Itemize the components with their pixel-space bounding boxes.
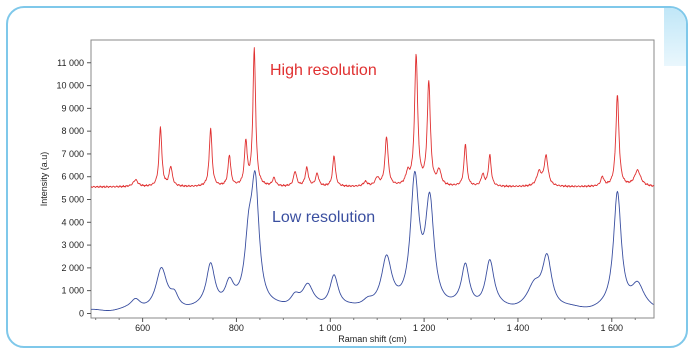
y-tick-label: 1 000 bbox=[61, 286, 84, 296]
y-tick-label: 4 000 bbox=[61, 217, 84, 227]
x-tick-label: 800 bbox=[229, 323, 244, 333]
x-tick-label: 1 600 bbox=[601, 323, 624, 333]
x-tick-label: 1 200 bbox=[413, 323, 436, 333]
y-tick-label: 10 000 bbox=[56, 81, 84, 91]
y-tick-label: 5 000 bbox=[61, 195, 84, 205]
series-lines bbox=[90, 47, 655, 311]
y-axis-title: Intensity (a.u) bbox=[39, 152, 49, 207]
chart-frame: 600 800 1 000 1 200 1 400 1 600 0 1 000 2 000 3 … bbox=[6, 6, 688, 348]
y-tick-label: 11 000 bbox=[57, 58, 84, 68]
y-tick-label: 0 bbox=[79, 308, 84, 318]
x-tick-label: 600 bbox=[135, 323, 150, 333]
x-axis: 600 800 1 000 1 200 1 400 1 600 bbox=[95, 318, 636, 333]
y-tick-label: 7 000 bbox=[61, 149, 84, 159]
raman-chart: 600 800 1 000 1 200 1 400 1 600 0 1 000 2 000 3 … bbox=[39, 39, 655, 344]
y-tick-label: 9 000 bbox=[61, 103, 84, 113]
series-line-low-resolution bbox=[91, 170, 654, 311]
y-axis: 0 1 000 2 000 3 000 4 000 5 000 6 000 7 000 8 00… bbox=[56, 58, 91, 318]
y-tick-label: 2 000 bbox=[61, 263, 84, 273]
y-tick-label: 3 000 bbox=[61, 240, 84, 250]
series-line-high-resolution bbox=[90, 47, 655, 189]
y-tick-label: 8 000 bbox=[61, 126, 84, 136]
series-label-low-resolution: Low resolution bbox=[272, 209, 375, 226]
series-label-high-resolution: High resolution bbox=[270, 62, 377, 79]
x-tick-label: 1 400 bbox=[507, 323, 530, 333]
x-axis-title: Raman shift (cm) bbox=[338, 334, 407, 344]
y-tick-label: 6 000 bbox=[61, 172, 84, 182]
frame-corner-decoration bbox=[664, 8, 686, 66]
x-tick-label: 1 000 bbox=[319, 323, 342, 333]
plot-area bbox=[90, 39, 655, 319]
